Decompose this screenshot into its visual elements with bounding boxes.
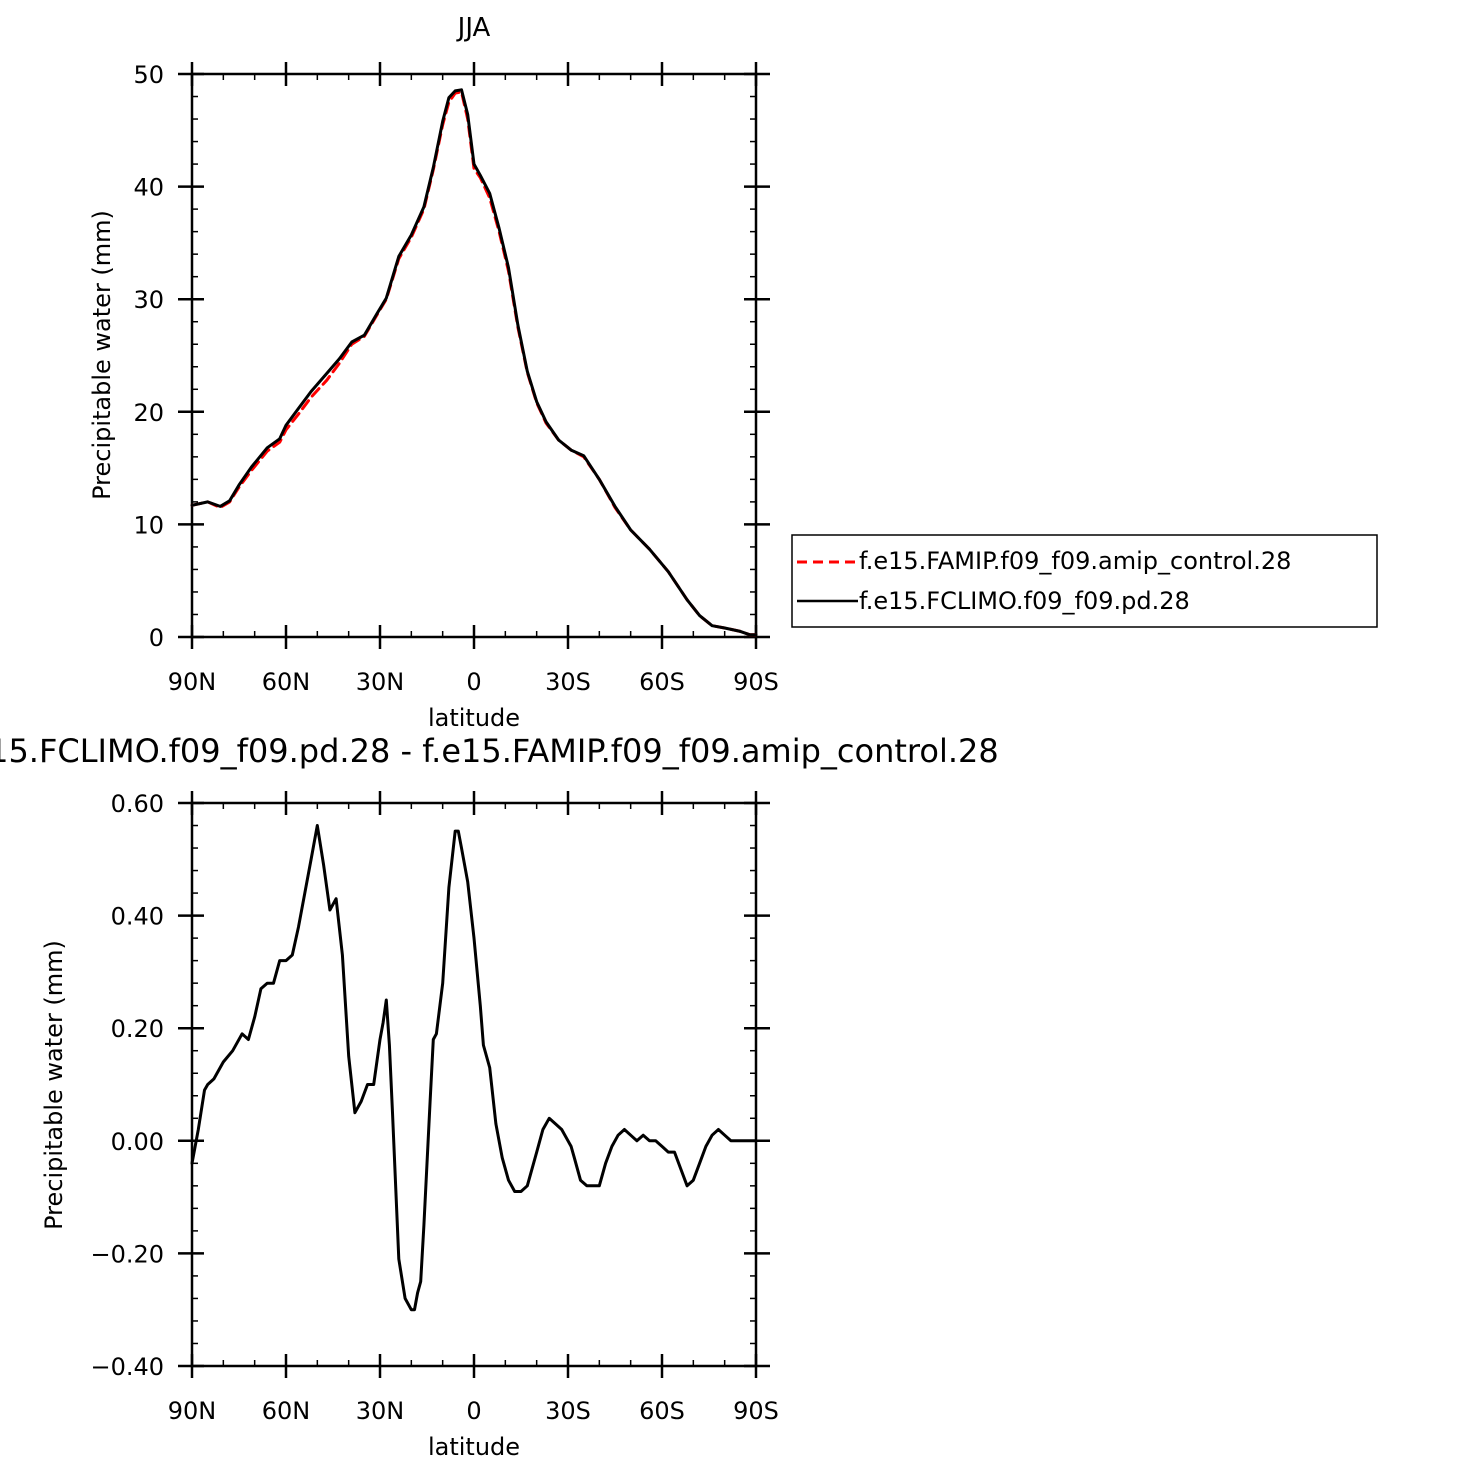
y-tick-label: 20 (133, 399, 164, 427)
bottom-chart-y-axis-label: Precipitable water (mm) (40, 940, 68, 1230)
y-tick-label: 40 (133, 174, 164, 202)
series-line-a (190, 824, 758, 1312)
x-tick-label: 60S (639, 1397, 685, 1425)
y-tick-label: 10 (133, 511, 164, 539)
bottom-chart-title: f.e15.FCLIMO.f09_f09.pd.28 - f.e15.FAMIP… (0, 732, 999, 770)
plot-frame (190, 801, 758, 1368)
y-tick-label: 50 (133, 61, 164, 89)
bottom-chart-series-layer (190, 824, 758, 1312)
top-chart-axes: 90N 60N 30N 0 30S 60S 90S 0 10 20 30 40 50 (133, 61, 778, 696)
bottom-chart-x-axis-label: latitude (428, 1433, 520, 1461)
x-tick-label: 0 (466, 668, 481, 696)
bottom-chart-panel: f.e15.FCLIMO.f09_f09.pd.28 - f.e15.FAMIP… (0, 732, 999, 1461)
x-tick-label: 30N (356, 668, 405, 696)
y-tick-label: 30 (133, 286, 164, 314)
y-tick-label: −0.40 (90, 1353, 164, 1381)
x-tick-label: 60S (639, 668, 685, 696)
x-tick-label: 30S (545, 668, 591, 696)
y-tick-label: 0.60 (111, 790, 164, 818)
y-tick-label: 0.00 (111, 1128, 164, 1156)
x-tick-label: 30S (545, 1397, 591, 1425)
top-chart-panel: JJA 90N 60N 30N 0 30S 60S 90S 0 10 20 30 40 50 latit… (88, 13, 1378, 732)
x-tick-label: 60N (262, 668, 311, 696)
y-tick-label: 0.40 (111, 903, 164, 931)
top-chart-legend: f.e15.FAMIP.f09_f09.amip_control.28 f.e1… (791, 534, 1378, 628)
x-tick-label: 90S (733, 668, 779, 696)
series-line-a (190, 90, 758, 637)
x-tick-label: 30N (356, 1397, 405, 1425)
x-tick-label: 90N (168, 668, 217, 696)
bottom-chart-axes: 90N 60N 30N 0 30S 60S 90S −0.40 −0.20 0.00 0.20 0.4… (90, 790, 778, 1425)
legend-label-fclimo: f.e15.FCLIMO.f09_f09.pd.28 (859, 587, 1190, 615)
y-tick-label: 0 (149, 624, 164, 652)
x-tick-label: 90S (733, 1397, 779, 1425)
legend-label-famip: f.e15.FAMIP.f09_f09.amip_control.28 (859, 547, 1291, 575)
top-chart-y-axis-label: Precipitable water (mm) (88, 210, 116, 500)
x-tick-label: 90N (168, 1397, 217, 1425)
y-tick-label: 0.20 (111, 1015, 164, 1043)
top-chart-series-layer (190, 88, 758, 637)
legend-frame (791, 534, 1378, 628)
x-tick-label: 60N (262, 1397, 311, 1425)
series-line-b (190, 88, 758, 637)
top-chart-title: JJA (456, 13, 491, 43)
y-tick-label: −0.20 (90, 1240, 164, 1268)
top-chart-x-axis-label: latitude (428, 704, 520, 732)
x-tick-label: 0 (466, 1397, 481, 1425)
